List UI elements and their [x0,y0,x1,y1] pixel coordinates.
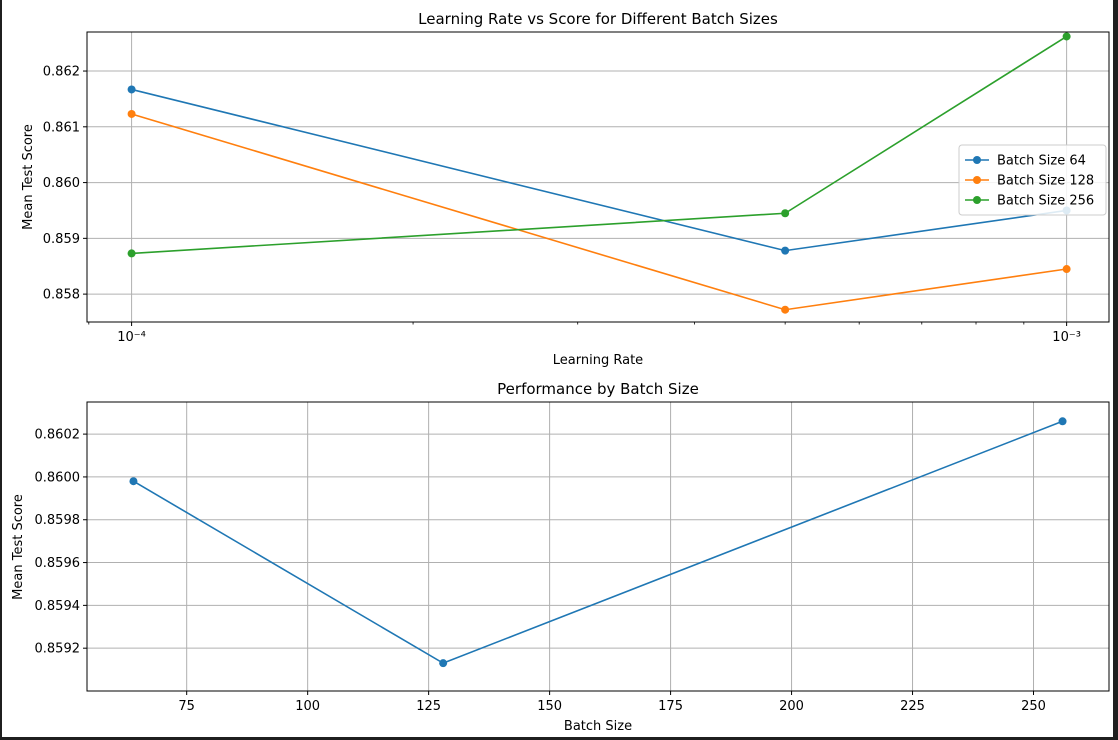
chart1-ytick-label: 0.862 [43,65,80,80]
chart1-ticks: 0.858 0.859 0.860 0.861 0.862 10⁻⁴ 10⁻³ [43,65,1081,345]
chart1-ylabel: Mean Test Score [21,124,36,230]
legend-label: Batch Size 128 [997,174,1094,189]
chart1-xlabel: Learning Rate [553,353,643,368]
chart1-ytick-label: 0.859 [43,232,80,247]
chart1-xtick-label: 10⁻³ [1052,330,1081,345]
chart2-ytick-label: 0.8592 [35,642,81,657]
chart2-ytick-label: 0.8598 [35,513,81,528]
legend-swatch-marker [973,176,981,184]
chart2-ylabel: Mean Test Score [11,494,26,600]
chart2-ytick-label: 0.8596 [35,556,81,571]
chart2-xtick-label: 75 [178,699,195,714]
chart1-series-line [131,88,1067,252]
chart1-series [127,32,1071,314]
chart1-series-line [131,113,1067,311]
legend-label: Batch Size 256 [997,194,1094,209]
chart2-xlabel: Batch Size [564,719,632,734]
chart2-grid [87,402,1109,691]
chart2-series-line [133,420,1063,665]
chart1-data-point [781,305,790,314]
chart1-data-point [127,109,136,118]
chart2-data-point [1058,417,1067,426]
chart1-ytick-label: 0.858 [43,288,80,303]
chart2-ytick-label: 0.8602 [35,428,81,443]
chart1-data-point [781,246,790,255]
batch-size-chart: Performance by Batch Size Batch Size Mea… [11,380,1110,734]
chart2-xtick-label: 175 [658,699,683,714]
chart1-data-point [1062,265,1071,274]
chart1-series-line [131,35,1068,255]
chart1-plot-frame [86,31,1110,323]
chart2-series [129,417,1067,668]
legend-swatch-marker [973,196,981,204]
legend-label: Batch Size 64 [997,154,1086,169]
chart2-xtick-label: 150 [537,699,562,714]
chart2-ytick-label: 0.8594 [35,599,81,614]
chart2-ticks: 0.8592 0.8594 0.8596 0.8598 0.8600 0.8602 75 10… [35,428,1046,714]
chart2-ytick-label: 0.8600 [35,470,81,485]
chart2-title: Performance by Batch Size [497,380,699,398]
chart1-title: Learning Rate vs Score for Different Bat… [418,10,778,28]
frame-edge-right [1113,0,1118,740]
chart2-data-point [439,659,448,668]
legend-swatch-marker [973,156,981,164]
chart2-xtick-label: 225 [900,699,925,714]
chart2-xtick-label: 125 [416,699,441,714]
frame-edge-bottom [0,737,1118,740]
chart2-plot-frame [86,401,1110,692]
chart1-grid [87,32,1109,322]
legend-box [958,144,1107,216]
chart1-data-point [781,209,790,218]
chart1-data-point [127,85,136,94]
chart2-xtick-label: 250 [1021,699,1046,714]
chart1-ytick-label: 0.861 [43,120,80,135]
chart2-xtick-label: 100 [295,699,320,714]
frame-edge-left [0,0,2,740]
chart2-data-point [129,477,138,486]
chart2-xtick-label: 200 [779,699,804,714]
chart1-data-point [1062,32,1071,41]
chart1-legend: Batch Size 64 Batch Size 128 Batch Size 25… [958,144,1107,216]
chart1-xtick-label: 10⁻⁴ [117,330,146,345]
chart1-ytick-label: 0.860 [43,176,80,191]
learning-rate-chart: Learning Rate vs Score for Different Bat… [21,10,1110,368]
chart1-data-point [127,249,136,258]
